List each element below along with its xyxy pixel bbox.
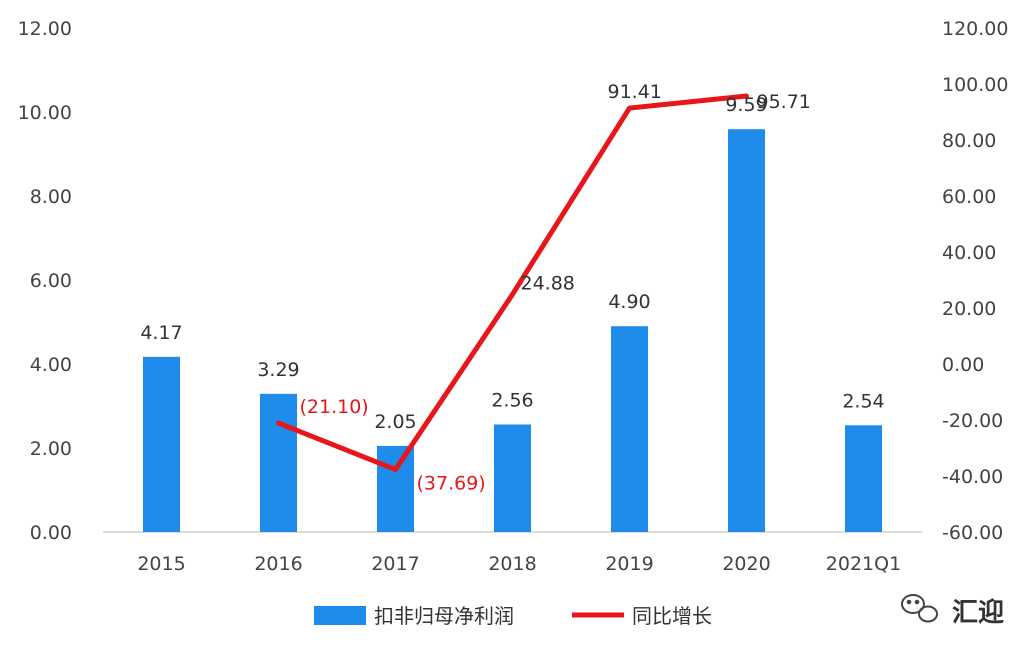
left-tick-label: 10.00	[18, 102, 72, 124]
right-tick-label: -20.00	[942, 410, 1003, 432]
right-tick-label: 120.00	[942, 18, 1008, 40]
bar	[494, 424, 531, 532]
line-data-labels: (21.10) (37.69) 24.88 91.41 95.71	[300, 81, 811, 494]
right-tick-label: -40.00	[942, 466, 1003, 488]
left-tick-label: 2.00	[30, 438, 72, 460]
bar	[728, 129, 765, 532]
right-axis-ticks: -60.00 -40.00 -20.00 0.00 20.00 40.00 60.00 80.…	[942, 18, 1008, 544]
bar-data-label: 3.29	[257, 359, 299, 381]
bar-data-labels: 4.17 3.29 2.05 2.56 4.90 9.59 2.54	[140, 94, 884, 433]
bar	[845, 425, 882, 532]
watermark: 汇迎	[901, 594, 1004, 628]
bar-data-label: 9.59	[725, 94, 767, 116]
line-data-label: (21.10)	[300, 396, 369, 418]
legend-bar-swatch	[314, 606, 366, 625]
right-tick-label: -60.00	[942, 522, 1003, 544]
category-label: 2017	[371, 553, 419, 575]
right-tick-label: 40.00	[942, 242, 996, 264]
bar-data-label: 2.05	[374, 411, 416, 433]
left-tick-label: 4.00	[30, 354, 72, 376]
bar-data-label: 4.17	[140, 322, 182, 344]
legend-line-label: 同比增长	[632, 604, 712, 628]
bar	[377, 445, 414, 532]
bar	[260, 393, 297, 532]
right-tick-label: 80.00	[942, 130, 996, 152]
legend: 扣非归母净利润 同比增长	[314, 604, 712, 628]
left-tick-label: 0.00	[30, 522, 72, 544]
legend-bar-label: 扣非归母净利润	[374, 604, 514, 628]
category-label: 2015	[137, 553, 185, 575]
line-data-label: 24.88	[521, 272, 575, 294]
right-tick-label: 20.00	[942, 298, 996, 320]
line-data-label: (37.69)	[417, 473, 486, 495]
right-tick-label: 100.00	[942, 74, 1008, 96]
bar-series	[143, 129, 882, 532]
watermark-text: 汇迎	[952, 597, 1004, 628]
line-data-label: 95.71	[757, 91, 811, 113]
line-series	[276, 93, 749, 473]
category-label: 2016	[254, 553, 302, 575]
category-label: 2018	[488, 553, 536, 575]
left-axis-ticks: 0.00 2.00 4.00 6.00 8.00 10.00 12.00	[18, 18, 72, 544]
right-tick-label: 60.00	[942, 186, 996, 208]
bar	[611, 326, 648, 532]
wechat-icon	[901, 594, 938, 623]
bar-data-label: 2.54	[842, 390, 884, 412]
growth-line	[276, 93, 749, 473]
bar	[143, 356, 180, 532]
left-tick-label: 8.00	[30, 186, 72, 208]
right-tick-label: 0.00	[942, 354, 984, 376]
left-tick-label: 6.00	[30, 270, 72, 292]
bar-data-label: 4.90	[608, 291, 650, 313]
line-data-label: 91.41	[608, 81, 662, 103]
x-axis-categories: 2015 2016 2017 2018 2019 2020 2021Q1	[137, 553, 901, 575]
left-tick-label: 12.00	[18, 18, 72, 40]
category-label: 2019	[605, 553, 653, 575]
category-label: 2020	[722, 553, 770, 575]
bar-data-label: 2.56	[491, 389, 533, 411]
category-label: 2021Q1	[826, 553, 901, 575]
